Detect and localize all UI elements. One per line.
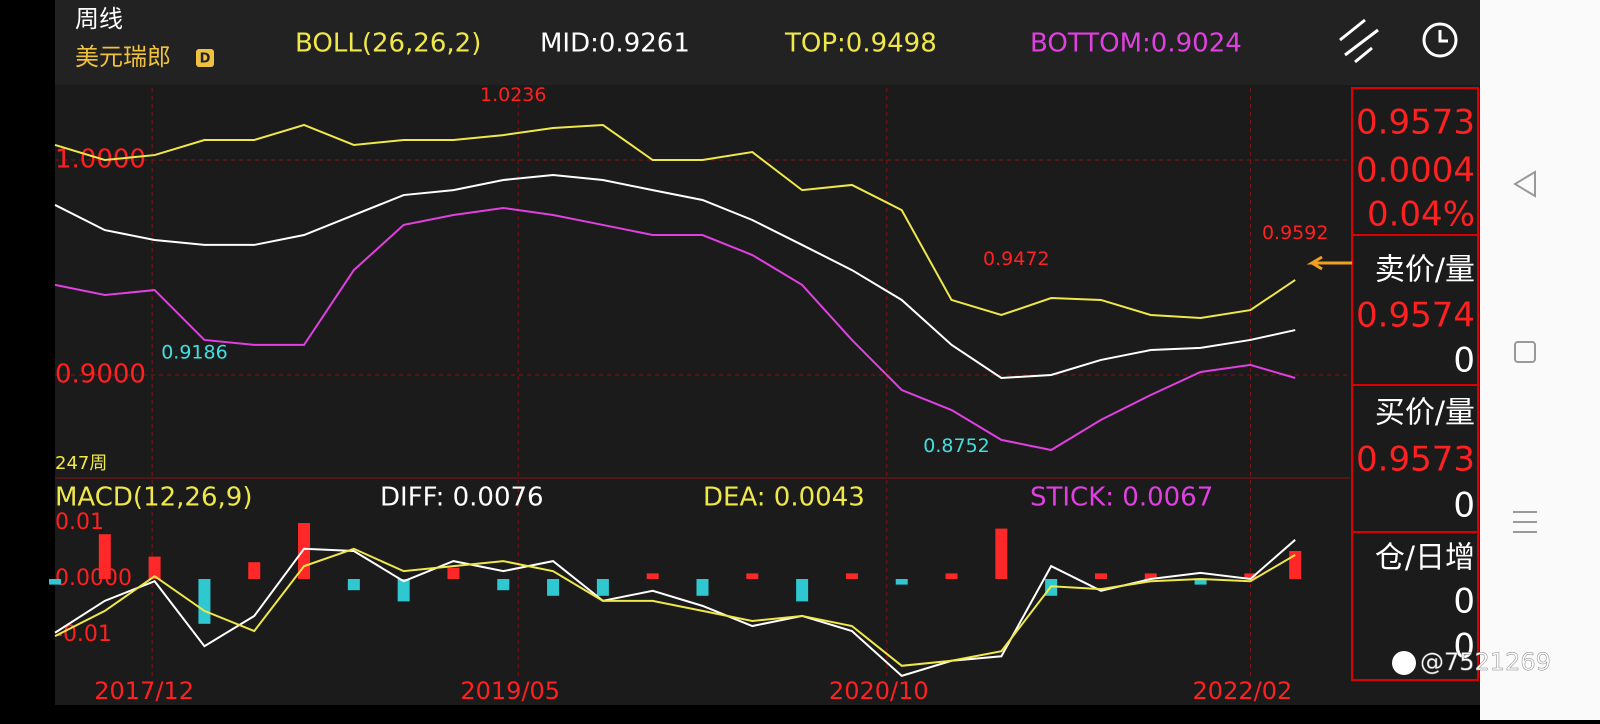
macd-bar bbox=[148, 556, 161, 580]
macd-bar bbox=[547, 579, 560, 596]
position-title: 仓/日增 bbox=[1375, 541, 1475, 576]
macd-bar bbox=[98, 534, 111, 580]
position-value: 0 bbox=[1453, 582, 1475, 622]
fb-icon bbox=[1392, 651, 1416, 675]
indicator-label: MACD(12,26,9) bbox=[55, 483, 252, 513]
macd-bar bbox=[248, 562, 261, 580]
line bbox=[54, 539, 1296, 677]
y-tick-label: 0.9000 bbox=[55, 359, 146, 389]
watermark: @7521269 bbox=[1420, 648, 1551, 676]
draw-icon[interactable] bbox=[1339, 18, 1379, 64]
price-annotation: 0.9472 bbox=[983, 248, 1049, 270]
macd-bar bbox=[1244, 573, 1257, 580]
macd-bar bbox=[198, 579, 211, 624]
line bbox=[54, 174, 1296, 380]
macd-bar bbox=[397, 579, 410, 602]
nav-menu[interactable] bbox=[1513, 511, 1537, 533]
ask-title: 卖价/量 bbox=[1375, 253, 1475, 288]
x-tick-label: 2019/05 bbox=[460, 677, 560, 705]
macd-bar bbox=[1289, 551, 1302, 580]
macd-bar bbox=[447, 567, 460, 580]
side-values: 0.9573 0.0004 0.04% 卖价/量 0.9574 0 买价/量 0… bbox=[1356, 103, 1475, 667]
macd-bar bbox=[696, 579, 709, 596]
line bbox=[54, 123, 1296, 320]
macd-bar bbox=[596, 579, 609, 596]
x-tick-label: 2017/12 bbox=[94, 677, 194, 705]
indicator-label: STICK: 0.0067 bbox=[1030, 483, 1213, 513]
macd-bar bbox=[646, 573, 659, 580]
period-label: 247周 bbox=[55, 453, 107, 474]
indicator-label: BOLL(26,26,2) bbox=[295, 29, 481, 59]
macd-bar bbox=[995, 528, 1008, 580]
macd-bar bbox=[895, 579, 908, 585]
badge: D bbox=[200, 52, 211, 67]
macd-bar bbox=[796, 579, 809, 602]
price-annotation: 1.0236 bbox=[480, 84, 546, 106]
indicator-label: DIFF: 0.0076 bbox=[380, 483, 544, 513]
nav-home[interactable] bbox=[1514, 341, 1536, 363]
bid-title: 买价/量 bbox=[1375, 396, 1475, 431]
nav-bar bbox=[1480, 0, 1600, 720]
price-annotation: 0.8752 bbox=[923, 435, 989, 457]
quote: 0.9573 bbox=[1356, 103, 1475, 143]
price-pointer bbox=[1306, 255, 1352, 271]
y-tick-label: -0.01 bbox=[55, 622, 112, 647]
chart-area bbox=[55, 85, 1480, 705]
line bbox=[54, 547, 1296, 667]
macd-bar bbox=[746, 573, 759, 580]
quote: 0.0004 bbox=[1356, 151, 1475, 191]
indicator-label: DEA: 0.0043 bbox=[703, 483, 865, 513]
ask-volume: 0 bbox=[1453, 341, 1475, 381]
x-tick-label: 2022/02 bbox=[1193, 677, 1293, 705]
macd-bar bbox=[1194, 579, 1207, 585]
clock-icon[interactable] bbox=[1422, 22, 1458, 58]
macd-bar bbox=[497, 579, 510, 591]
nav-back[interactable] bbox=[1513, 170, 1536, 198]
macd-bar bbox=[945, 573, 958, 580]
price-annotation: 0.9186 bbox=[161, 341, 227, 363]
macd-bar bbox=[845, 573, 858, 580]
price-annotation: 0.9592 bbox=[1262, 222, 1328, 244]
period[interactable]: 周线 bbox=[75, 5, 123, 33]
macd-bar bbox=[49, 579, 61, 585]
y-tick-label: 0.01 bbox=[55, 510, 104, 535]
indicator-label: BOTTOM:0.9024 bbox=[1030, 29, 1242, 59]
indicator-label: MID:0.9261 bbox=[540, 29, 690, 59]
indicator-label: TOP:0.9498 bbox=[784, 29, 937, 59]
macd-bar bbox=[347, 579, 360, 591]
symbol[interactable]: 美元瑞郎 bbox=[75, 43, 171, 71]
badge-bg bbox=[196, 49, 214, 67]
quote: 0.04% bbox=[1367, 195, 1475, 235]
x-tick-label: 2020/10 bbox=[829, 677, 929, 705]
clock-hand bbox=[1438, 30, 1448, 43]
position-value: 0 bbox=[1453, 627, 1475, 667]
macd-bar bbox=[1094, 573, 1107, 580]
y-tick-label: 0.0000 bbox=[55, 566, 132, 591]
bid-volume: 0 bbox=[1453, 486, 1475, 526]
line bbox=[54, 206, 1296, 452]
macd-bar bbox=[1144, 573, 1157, 580]
side-panel bbox=[1351, 87, 1479, 681]
ask-price: 0.9574 bbox=[1356, 296, 1475, 336]
header-bar bbox=[55, 0, 1480, 85]
bid-price: 0.9573 bbox=[1356, 440, 1475, 480]
